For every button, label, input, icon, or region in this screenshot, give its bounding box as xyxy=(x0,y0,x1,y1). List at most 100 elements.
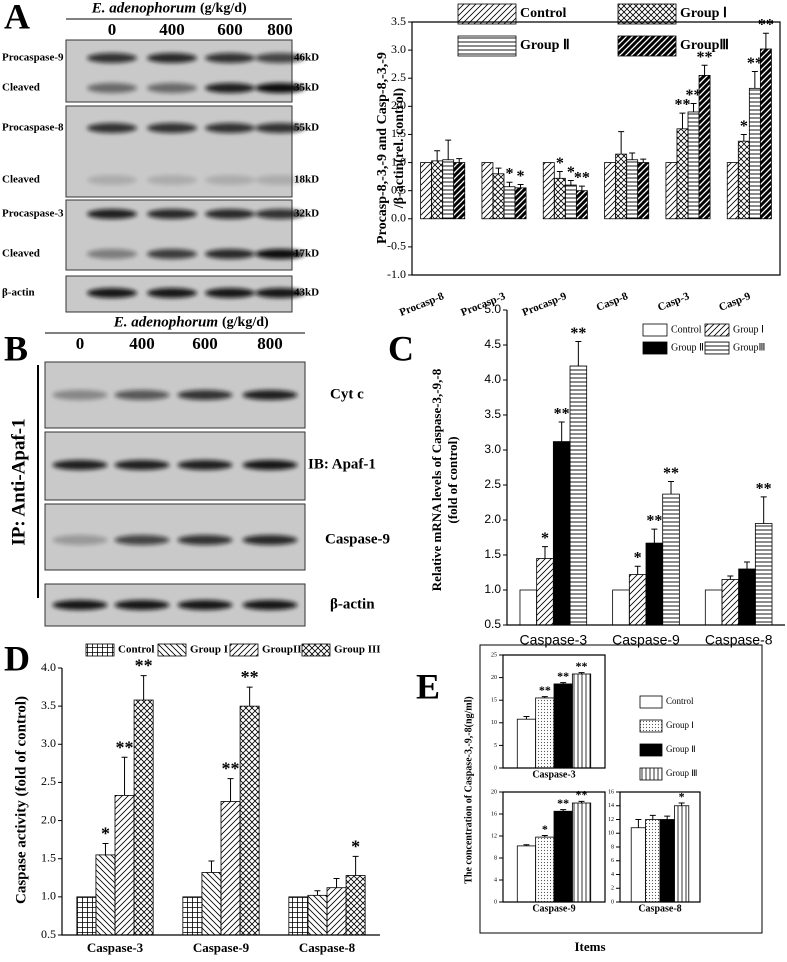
blot-band xyxy=(255,123,305,133)
bar xyxy=(553,810,573,903)
x-tick-label: Caspase-3 xyxy=(87,940,144,955)
dose-label: 400 xyxy=(159,20,185,39)
error-bar xyxy=(208,860,215,873)
bar xyxy=(519,589,538,626)
y-tick-label: 25 xyxy=(491,652,497,658)
legend-swatch xyxy=(642,323,668,337)
blot-band xyxy=(205,288,255,298)
significance: ** xyxy=(646,513,662,530)
blot-band xyxy=(205,83,255,93)
y-tick-label: 5 xyxy=(494,743,497,749)
error-bar xyxy=(567,180,574,186)
y-tick-label: 12 xyxy=(608,817,614,823)
legend-label: Group III xyxy=(334,644,381,656)
bar xyxy=(676,128,689,220)
dose-label: 400 xyxy=(129,334,155,353)
blot-band xyxy=(87,175,137,185)
significance: ** xyxy=(116,737,134,757)
significance: ** xyxy=(686,87,702,104)
error-bar xyxy=(664,815,671,820)
error-bar xyxy=(556,171,563,179)
bar xyxy=(628,574,647,626)
bar xyxy=(754,523,773,626)
error-bar xyxy=(541,546,548,559)
error-bar xyxy=(618,131,625,155)
y-tick-label: 8 xyxy=(494,855,497,861)
significance: * xyxy=(740,118,748,135)
blot-unit: (g/kg/d) xyxy=(200,1,247,16)
legend-label: GroupⅢ xyxy=(680,38,729,53)
blot-band xyxy=(87,209,137,219)
y-tick-label: 2.5 xyxy=(391,70,406,84)
error-bar xyxy=(690,103,697,112)
blot-band xyxy=(205,175,255,185)
error-bar xyxy=(523,844,530,846)
bar xyxy=(201,872,222,936)
blot-band xyxy=(147,209,197,219)
legend-swatch xyxy=(704,341,730,355)
error-bar xyxy=(744,561,751,569)
blot-band xyxy=(114,460,170,470)
blot-band xyxy=(52,390,108,400)
bar xyxy=(575,190,588,220)
significance: ** xyxy=(697,49,713,66)
bar xyxy=(95,854,116,936)
y-tick-label: 2.5 xyxy=(484,477,501,491)
significance: * xyxy=(679,789,685,803)
significance: * xyxy=(567,164,575,181)
significance: ** xyxy=(570,325,586,342)
legend-label: Group Ⅰ xyxy=(733,324,764,335)
blot-band xyxy=(177,390,233,400)
bar xyxy=(662,493,680,626)
y-tick-label: 4 xyxy=(494,877,497,883)
bar xyxy=(307,894,328,936)
significance: * xyxy=(634,550,642,567)
blot-band xyxy=(114,600,170,610)
bar xyxy=(535,697,555,769)
bar xyxy=(516,718,537,769)
significance: ** xyxy=(674,97,690,114)
significance: ** xyxy=(241,667,259,687)
significance: * xyxy=(506,166,514,183)
legend-swatch xyxy=(639,767,663,781)
x-axis-label: Items xyxy=(574,939,605,954)
blot-row-label: Caspase-9 xyxy=(325,531,390,547)
legend-label: Group I xyxy=(190,644,228,656)
bar xyxy=(571,802,592,903)
legend-label: Control xyxy=(666,696,694,706)
bar xyxy=(431,160,444,220)
error-bar xyxy=(456,158,463,163)
error-bar xyxy=(246,686,253,707)
bar xyxy=(721,579,740,626)
error-bar xyxy=(762,32,769,49)
y-axis-label: The concentration of Caspase-3,-9,-8(ng/… xyxy=(463,696,474,883)
legend-swatch xyxy=(617,35,677,57)
y-tick-label: 3.0 xyxy=(41,736,56,750)
blot-size: 17kD xyxy=(294,248,319,260)
legend-swatch xyxy=(639,719,663,733)
dose-label: 800 xyxy=(257,334,283,353)
bar xyxy=(239,705,260,936)
subplot-label: Caspase-8 xyxy=(638,903,681,914)
y-tick-label: 16 xyxy=(608,789,614,795)
bar xyxy=(182,896,203,936)
significance: * xyxy=(517,168,525,185)
bar xyxy=(604,162,617,220)
error-bar xyxy=(740,133,747,142)
bar xyxy=(626,159,639,220)
significance: ** xyxy=(747,55,763,72)
bar xyxy=(698,75,711,220)
legend-swatch xyxy=(642,341,668,355)
significance: ** xyxy=(756,480,772,497)
blot-band xyxy=(255,83,305,93)
panel-label: A xyxy=(4,0,30,36)
legend-swatch xyxy=(639,743,663,757)
bar xyxy=(514,187,527,220)
x-tick-label: Casp-8 xyxy=(595,290,631,314)
x-tick-label: Caspase-8 xyxy=(299,940,356,955)
y-tick-label: 2.0 xyxy=(41,812,56,826)
error-bar xyxy=(578,672,585,674)
error-bar xyxy=(678,802,685,806)
bar xyxy=(326,887,347,936)
blot-band xyxy=(52,460,108,470)
